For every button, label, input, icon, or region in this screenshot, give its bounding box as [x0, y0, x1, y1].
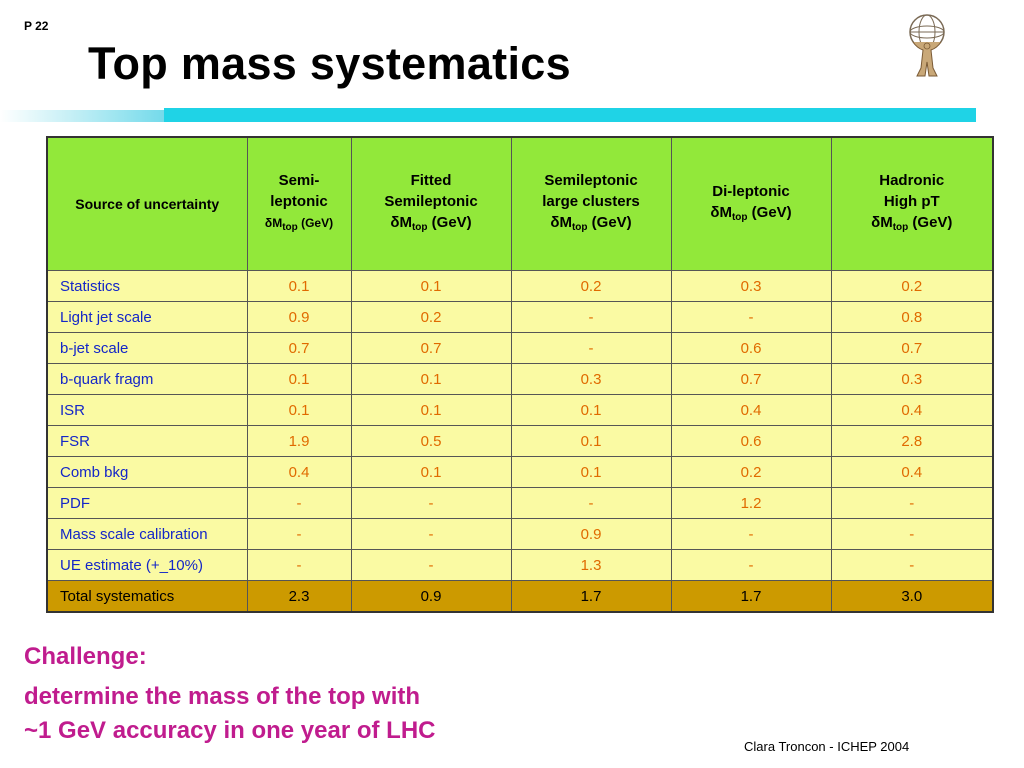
page-number: P 22: [24, 19, 49, 33]
table-cell: 0.4: [670, 394, 832, 426]
table-row: Comb bkg 0.4 0.1 0.1 0.2 0.4: [46, 456, 994, 488]
table-cell: 0.1: [350, 456, 512, 488]
table-cell: 1.3: [510, 549, 672, 581]
table-row: b-jet scale 0.7 0.7 - 0.6 0.7: [46, 332, 994, 364]
row-label: b-jet scale: [46, 332, 248, 364]
table-cell: 2.8: [830, 425, 994, 457]
title-underline-fade: [0, 110, 170, 122]
table-row: Mass scale calibration - - 0.9 - -: [46, 518, 994, 550]
row-label: PDF: [46, 487, 248, 519]
table-row: b-quark fragm 0.1 0.1 0.3 0.7 0.3: [46, 363, 994, 395]
table-cell: 0.1: [510, 425, 672, 457]
table-cell: 0.1: [350, 363, 512, 395]
table-cell: 0.1: [246, 394, 352, 426]
table-cell: 1.9: [246, 425, 352, 457]
row-label: b-quark fragm: [46, 363, 248, 395]
table-cell: 0.4: [830, 456, 994, 488]
row-label: Total systematics: [46, 580, 248, 613]
table-total-row: Total systematics 2.3 0.9 1.7 1.7 3.0: [46, 580, 994, 613]
table-cell: -: [830, 518, 994, 550]
row-label: Mass scale calibration: [46, 518, 248, 550]
table-cell: -: [510, 301, 672, 333]
table-cell: -: [246, 518, 352, 550]
header-source: Source of uncertainty: [46, 136, 248, 271]
row-label: Comb bkg: [46, 456, 248, 488]
table-cell: -: [350, 549, 512, 581]
table-cell: 0.1: [510, 394, 672, 426]
table-cell: 0.9: [246, 301, 352, 333]
table-cell: 0.4: [830, 394, 994, 426]
table-cell: 0.2: [830, 270, 994, 302]
row-label: ISR: [46, 394, 248, 426]
title-underline-bar: [164, 108, 976, 122]
header-fitted-semileptonic: Fitted Semileptonic δMtop (GeV): [350, 136, 512, 271]
table-header-row: Source of uncertainty Semi- leptonic δMt…: [46, 136, 994, 271]
table-cell: 0.9: [510, 518, 672, 550]
table-cell: -: [670, 549, 832, 581]
table-cell: 0.9: [350, 580, 512, 613]
table-cell: 0.1: [246, 363, 352, 395]
table-cell: 1.7: [510, 580, 672, 613]
challenge-block: Challenge: determine the mass of the top…: [24, 643, 436, 748]
table-cell: 1.2: [670, 487, 832, 519]
table-cell: 0.7: [246, 332, 352, 364]
table-row: FSR 1.9 0.5 0.1 0.6 2.8: [46, 425, 994, 457]
table-row: UE estimate (+_10%) - - 1.3 - -: [46, 549, 994, 581]
table-cell: 0.1: [350, 270, 512, 302]
table-cell: 0.5: [350, 425, 512, 457]
challenge-line-2: ~1 GeV accuracy in one year of LHC: [24, 717, 436, 744]
row-label: UE estimate (+_10%): [46, 549, 248, 581]
challenge-line-1: determine the mass of the top with: [24, 683, 421, 710]
table-cell: 0.3: [510, 363, 672, 395]
row-label: Light jet scale: [46, 301, 248, 333]
table-row: Statistics 0.1 0.1 0.2 0.3 0.2: [46, 270, 994, 302]
table-cell: 0.7: [350, 332, 512, 364]
header-semileptonic: Semi- leptonic δMtop (GeV): [246, 136, 352, 271]
author-credit: Clara Troncon - ICHEP 2004: [744, 739, 910, 754]
table-cell: 0.3: [670, 270, 832, 302]
table-cell: 3.0: [830, 580, 994, 613]
table-cell: -: [670, 518, 832, 550]
header-hadronic: Hadronic High pT δMtop (GeV): [830, 136, 994, 271]
systematics-table: Source of uncertainty Semi- leptonic δMt…: [46, 136, 994, 613]
slide-title: Top mass systematics: [88, 38, 571, 89]
table-row: PDF - - - 1.2 -: [46, 487, 994, 519]
table-row: ISR 0.1 0.1 0.1 0.4 0.4: [46, 394, 994, 426]
table-cell: 0.7: [670, 363, 832, 395]
table-cell: 0.7: [830, 332, 994, 364]
header-dileptonic: Di-leptonic δMtop (GeV): [670, 136, 832, 271]
row-label: Statistics: [46, 270, 248, 302]
atlas-logo-icon: [909, 14, 945, 77]
table-cell: 0.1: [350, 394, 512, 426]
table-cell: 0.8: [830, 301, 994, 333]
table-cell: 0.6: [670, 425, 832, 457]
row-label: FSR: [46, 425, 248, 457]
table-cell: -: [510, 487, 672, 519]
table-cell: -: [350, 487, 512, 519]
table-cell: -: [246, 549, 352, 581]
table-cell: -: [510, 332, 672, 364]
challenge-heading: Challenge:: [24, 643, 147, 670]
table-cell: -: [350, 518, 512, 550]
header-semileptonic-large-clusters: Semileptonic large clusters δMtop (GeV): [510, 136, 672, 271]
table-cell: 2.3: [246, 580, 352, 613]
table-row: Light jet scale 0.9 0.2 - - 0.8: [46, 301, 994, 333]
table-cell: 0.2: [350, 301, 512, 333]
table-cell: 0.2: [510, 270, 672, 302]
table-cell: 0.4: [246, 456, 352, 488]
table-cell: 0.6: [670, 332, 832, 364]
table-cell: -: [246, 487, 352, 519]
table-cell: -: [830, 487, 994, 519]
table-cell: 0.1: [510, 456, 672, 488]
table-cell: 0.3: [830, 363, 994, 395]
table-cell: 1.7: [670, 580, 832, 613]
table-cell: 0.2: [670, 456, 832, 488]
table-cell: -: [670, 301, 832, 333]
table-cell: 0.1: [246, 270, 352, 302]
table-cell: -: [830, 549, 994, 581]
